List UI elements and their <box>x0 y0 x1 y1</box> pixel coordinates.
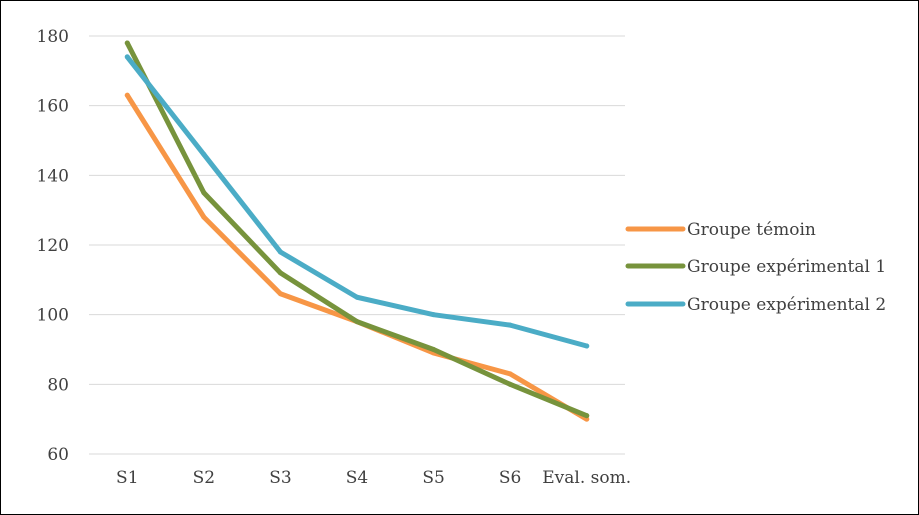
x-tick-label: S6 <box>499 468 521 488</box>
series-3-point <box>431 312 437 318</box>
series-2-point <box>277 270 283 276</box>
y-axis-tick-labels: 60 80 100 120 140 160 180 <box>37 27 69 465</box>
series-1-point <box>277 291 283 297</box>
legend-label: Groupe expérimental 2 <box>687 295 886 315</box>
legend-label: Groupe témoin <box>687 220 816 240</box>
x-axis-tick-labels: S1 S2 S3 S4 S5 S6 Eval. som. <box>116 468 631 488</box>
series-3-point <box>124 54 130 60</box>
series-2-point <box>124 40 130 46</box>
series-3-point <box>201 151 207 157</box>
series-1-point <box>201 214 207 220</box>
legend-item: Groupe témoin <box>625 220 816 240</box>
series-1-point <box>507 371 513 377</box>
series-2-point <box>354 319 360 325</box>
series-2-point <box>584 413 590 419</box>
series-line-2 <box>124 40 590 419</box>
series-3-point <box>277 249 283 255</box>
series-1-point <box>124 92 130 98</box>
x-tick-label: S4 <box>346 468 368 488</box>
series-lines <box>124 40 590 422</box>
legend-item: Groupe expérimental 1 <box>625 257 886 277</box>
x-tick-label: S5 <box>422 468 444 488</box>
legend-label: Groupe expérimental 1 <box>687 257 886 277</box>
y-tick-label: 180 <box>37 27 69 47</box>
y-tick-label: 120 <box>37 236 69 256</box>
series-1-point <box>584 416 590 422</box>
x-tick-label: Eval. som. <box>542 468 631 488</box>
legend-item: Groupe expérimental 2 <box>625 295 886 315</box>
series-2-point <box>431 347 437 352</box>
series-3-point <box>507 322 513 328</box>
series-2-point <box>201 190 207 196</box>
y-tick-label: 140 <box>37 166 69 186</box>
y-tick-label: 160 <box>37 97 69 117</box>
y-tick-label: 80 <box>47 375 69 395</box>
y-tick-label: 100 <box>37 306 69 326</box>
x-tick-label: S3 <box>269 468 291 488</box>
x-tick-label: S2 <box>193 468 215 488</box>
series-2-point <box>507 381 513 387</box>
y-tick-label: 60 <box>47 445 69 465</box>
x-tick-label: S1 <box>116 468 138 488</box>
series-3-point <box>584 343 590 349</box>
gridlines <box>89 35 625 455</box>
series-3-point <box>354 294 360 300</box>
legend: Groupe témoin Groupe expérimental 1 Groupe… <box>625 220 886 315</box>
